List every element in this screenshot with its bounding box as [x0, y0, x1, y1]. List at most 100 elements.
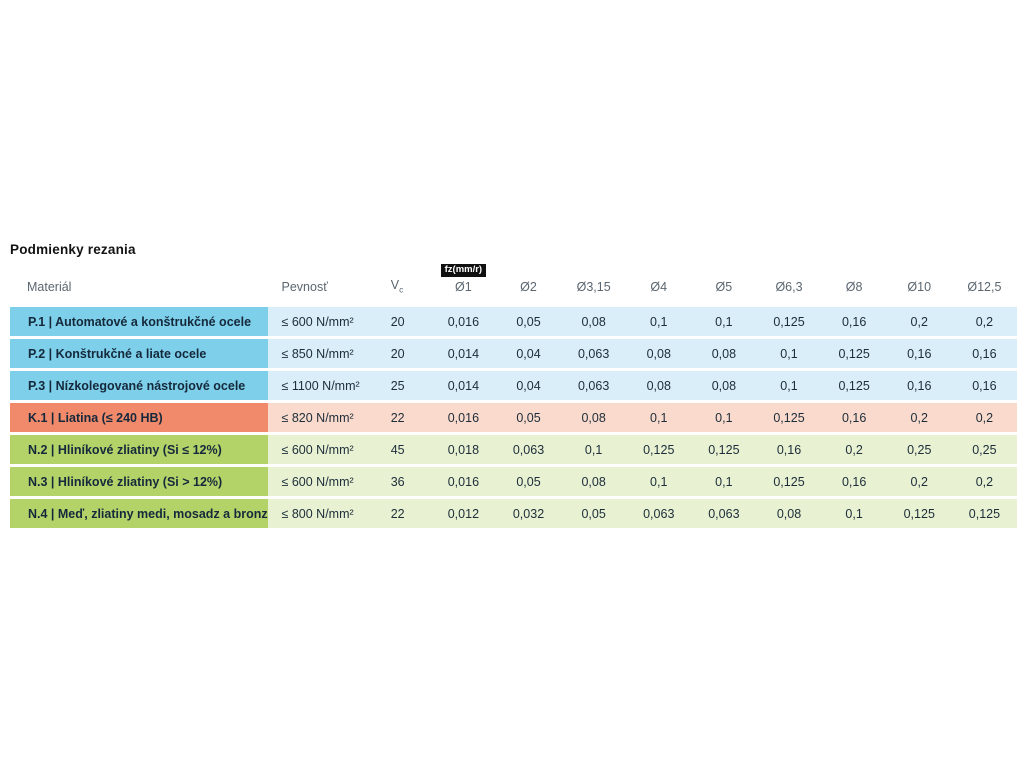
feed-cell: 0,2 — [821, 435, 887, 465]
feed-cell: 0,2 — [951, 403, 1017, 433]
feed-cell: 0,063 — [626, 499, 692, 529]
material-cell: K.1 | Liatina (≤ 240 HB) — [10, 403, 268, 433]
strength-cell: ≤ 600 N/mm² — [267, 435, 381, 465]
feed-cell: 0,014 — [430, 339, 496, 369]
strength-cell: ≤ 850 N/mm² — [267, 339, 381, 369]
feed-cell: 0,125 — [691, 435, 757, 465]
feed-cell: 0,1 — [691, 467, 757, 497]
feed-cell: 0,125 — [756, 467, 822, 497]
feed-cell: 0,16 — [886, 339, 952, 369]
material-cell: P.3 | Nízkolegované nástrojové ocele — [10, 371, 268, 401]
feed-cell: 0,1 — [756, 339, 822, 369]
header-diameter-7: Ø8 — [845, 280, 863, 295]
feed-cell: 0,063 — [561, 371, 627, 401]
vc-symbol: V — [390, 277, 400, 292]
feed-cell: 0,2 — [886, 307, 952, 337]
feed-cell: 0,1 — [691, 307, 757, 337]
feed-cell: 0,125 — [756, 403, 822, 433]
material-cell: N.2 | Hliníkové zliatiny (Si ≤ 12%) — [10, 435, 268, 465]
feed-cell: 0,1 — [821, 499, 887, 529]
table-row: P.3 | Nízkolegované nástrojové ocele ≤ 1… — [10, 371, 1017, 401]
cutting-conditions-section: Podmienky rezania Materiál Pevnosť Vc fz… — [10, 242, 1017, 531]
feed-cell: 0,018 — [430, 435, 496, 465]
table-row: P.2 | Konštrukčné a liate ocele ≤ 850 N/… — [10, 339, 1017, 369]
vc-cell: 25 — [380, 371, 431, 401]
feed-cell: 0,1 — [691, 403, 757, 433]
vc-cell: 36 — [380, 467, 431, 497]
table-row: P.1 | Automatové a konštrukčné ocele ≤ 6… — [10, 307, 1017, 337]
vc-subscript: c — [399, 284, 404, 295]
table-row: K.1 | Liatina (≤ 240 HB) ≤ 820 N/mm² 22 … — [10, 403, 1017, 433]
feed-cell: 0,08 — [626, 371, 692, 401]
feed-cell: 0,08 — [691, 371, 757, 401]
feed-cell: 0,125 — [951, 499, 1017, 529]
header-strength: Pevnosť — [281, 280, 328, 295]
feed-cell: 0,1 — [756, 371, 822, 401]
material-cell: P.1 | Automatové a konštrukčné ocele — [10, 307, 268, 337]
strength-cell: ≤ 600 N/mm² — [267, 467, 381, 497]
vc-cell: 20 — [380, 339, 431, 369]
strength-cell: ≤ 820 N/mm² — [267, 403, 381, 433]
feed-cell: 0,05 — [495, 403, 562, 433]
feed-cell: 0,04 — [495, 339, 562, 369]
feed-cell: 0,25 — [886, 435, 952, 465]
feed-cell: 0,063 — [495, 435, 562, 465]
feed-cell: 0,014 — [430, 371, 496, 401]
feed-cell: 0,063 — [691, 499, 757, 529]
material-cell: P.2 | Konštrukčné a liate ocele — [10, 339, 268, 369]
feed-cell: 0,08 — [561, 403, 627, 433]
vc-cell: 22 — [380, 403, 431, 433]
feed-cell: 0,016 — [430, 403, 496, 433]
header-diameter-2: Ø2 — [520, 280, 537, 295]
feed-cell: 0,012 — [430, 499, 496, 529]
header-diameter-9: Ø12,5 — [967, 280, 1002, 295]
feed-cell: 0,2 — [951, 467, 1017, 497]
feed-cell: 0,2 — [951, 307, 1017, 337]
feed-cell: 0,125 — [756, 307, 822, 337]
feed-cell: 0,05 — [495, 307, 562, 337]
table-row: N.3 | Hliníkové zliatiny (Si > 12%) ≤ 60… — [10, 467, 1017, 497]
feed-cell: 0,1 — [626, 403, 692, 433]
vc-cell: 45 — [380, 435, 431, 465]
feed-cell: 0,25 — [951, 435, 1017, 465]
material-cell: N.3 | Hliníkové zliatiny (Si > 12%) — [10, 467, 268, 497]
section-title: Podmienky rezania — [10, 242, 136, 257]
feed-cell: 0,125 — [626, 435, 692, 465]
feed-cell: 0,16 — [951, 371, 1017, 401]
header-diameter-4: Ø4 — [650, 280, 668, 295]
diameter-label: Ø1 — [455, 280, 472, 295]
fz-unit-badge: fz(mm/r) — [440, 264, 487, 278]
header-diameter-3: Ø3,15 — [576, 280, 611, 295]
feed-cell: 0,1 — [561, 435, 627, 465]
header-vc: Vc — [381, 261, 431, 304]
feed-cell: 0,16 — [821, 307, 887, 337]
feed-cell: 0,08 — [561, 467, 627, 497]
strength-cell: ≤ 600 N/mm² — [267, 307, 381, 337]
header-diameter-1: fz(mm/r) Ø1 — [431, 261, 496, 304]
feed-cell: 0,016 — [430, 467, 496, 497]
feed-cell: 0,032 — [495, 499, 562, 529]
strength-cell: ≤ 1100 N/mm² — [267, 371, 381, 401]
header-row: Materiál Pevnosť Vc fz(mm/r) Ø1 Ø2 Ø3,15… — [10, 261, 1017, 304]
table-row: N.2 | Hliníkové zliatiny (Si ≤ 12%) ≤ 60… — [10, 435, 1017, 465]
feed-cell: 0,125 — [886, 499, 952, 529]
feed-cell: 0,125 — [821, 339, 887, 369]
feed-cell: 0,2 — [886, 403, 952, 433]
feed-cell: 0,016 — [430, 307, 496, 337]
feed-cell: 0,04 — [495, 371, 562, 401]
feed-cell: 0,08 — [561, 307, 627, 337]
header-diameter-8: Ø10 — [907, 280, 932, 295]
feed-cell: 0,063 — [561, 339, 627, 369]
material-cell: N.4 | Meď, zliatiny medi, mosadz a bronz — [10, 499, 268, 529]
table-row: N.4 | Meď, zliatiny medi, mosadz a bronz… — [10, 499, 1017, 529]
vc-cell: 20 — [380, 307, 431, 337]
cutting-conditions-table: Materiál Pevnosť Vc fz(mm/r) Ø1 Ø2 Ø3,15… — [10, 258, 1017, 531]
feed-cell: 0,1 — [626, 467, 692, 497]
feed-cell: 0,2 — [886, 467, 952, 497]
feed-cell: 0,05 — [495, 467, 562, 497]
feed-cell: 0,16 — [886, 371, 952, 401]
feed-cell: 0,16 — [951, 339, 1017, 369]
feed-cell: 0,16 — [756, 435, 822, 465]
header-diameter-5: Ø5 — [715, 280, 733, 295]
